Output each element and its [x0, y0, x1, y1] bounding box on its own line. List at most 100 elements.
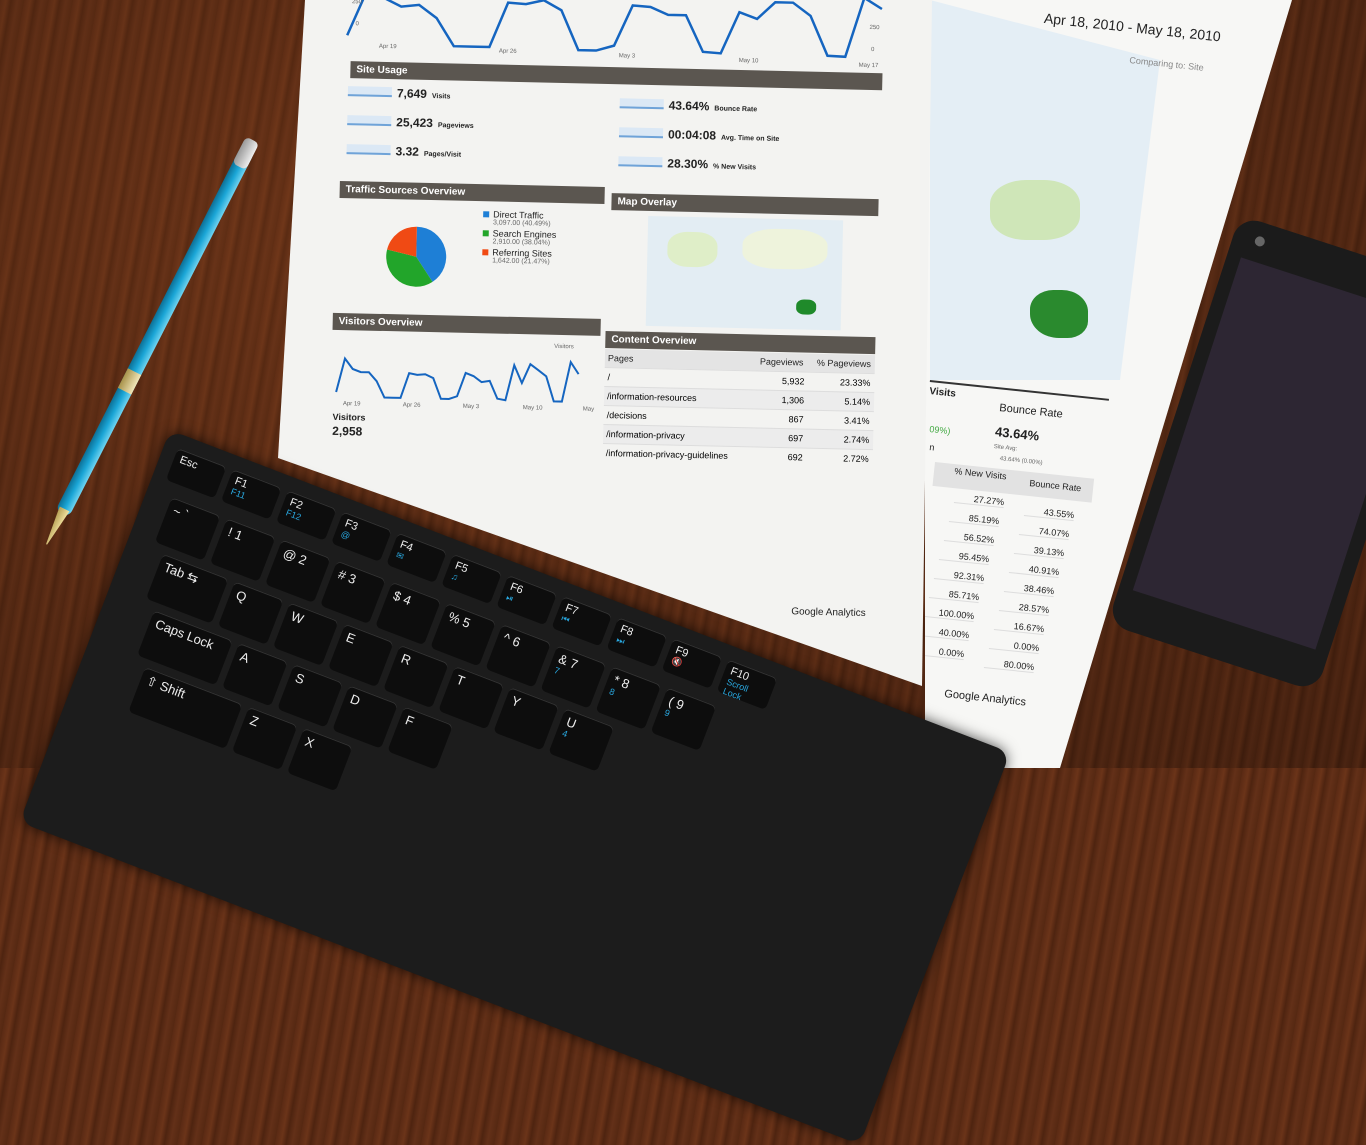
bounce-rate-cell: 38.46%: [1003, 581, 1055, 598]
new-visits-cell: 85.71%: [928, 587, 980, 604]
key-f1[interactable]: F1 F11: [220, 469, 282, 520]
australia-region: [1030, 290, 1088, 338]
key--4[interactable]: $ 4: [375, 581, 441, 646]
top-chart-line: [346, 0, 883, 59]
pageviews: 1,306: [781, 395, 805, 406]
x-tick: May 10: [738, 57, 759, 65]
metric-label: Avg. Time on Site: [720, 134, 780, 143]
legend-swatch: [482, 230, 489, 237]
y-tick: 250: [869, 24, 880, 32]
key-r[interactable]: R: [383, 644, 449, 709]
new-visits-cell: 27.27%: [953, 492, 1005, 509]
key-label: R: [399, 650, 414, 669]
key-t[interactable]: T: [438, 665, 504, 730]
key-z[interactable]: Z: [231, 706, 298, 771]
visits-change: 09%): [928, 424, 951, 437]
key-f7[interactable]: F7 ⏮: [551, 596, 613, 647]
x-tick: May: [582, 406, 595, 413]
site-usage-metric: 00:04:08 Avg. Time on Site: [618, 126, 780, 144]
key--[interactable]: ~ `: [154, 497, 221, 561]
bounce-rate-cell: 40.91%: [1008, 562, 1060, 579]
chart-legend: Visitors: [554, 343, 574, 351]
x-tick: May 3: [462, 403, 480, 411]
key-f4[interactable]: F4 ✉: [386, 532, 447, 584]
key-f[interactable]: F: [387, 706, 454, 770]
visitors-total: 2,958: [332, 423, 363, 439]
key-f3[interactable]: F3 @: [331, 511, 392, 562]
key-s[interactable]: S: [277, 664, 343, 728]
pageviews: 5,932: [781, 376, 805, 387]
page-path[interactable]: /information-privacy-guidelines: [605, 448, 728, 461]
key--3[interactable]: # 3: [320, 560, 386, 625]
key-label: Esc: [177, 453, 200, 472]
pageviews: 867: [788, 414, 804, 425]
x-tick: Apr 26: [498, 48, 517, 55]
key-f8[interactable]: F8 ⏭: [606, 617, 668, 668]
metric-label: Bounce Rate: [714, 105, 758, 114]
x-tick: May 3: [618, 53, 636, 60]
key-label: $ 4: [391, 587, 414, 609]
site-usage-metric: 7,649 Visits: [347, 85, 451, 101]
key-f6[interactable]: F6 ⏯: [496, 574, 558, 626]
page-path[interactable]: /information-privacy: [606, 429, 685, 441]
visitors-line: [335, 356, 580, 403]
world-map: [645, 215, 844, 331]
key-esc[interactable]: Esc: [165, 448, 227, 499]
key-f5[interactable]: F5 ♫: [441, 553, 503, 605]
key-x[interactable]: X: [286, 727, 353, 792]
site-avg-label: Site Avg:: [993, 444, 1018, 453]
key-f9[interactable]: F9 🔇: [661, 638, 723, 689]
key--5[interactable]: % 5: [430, 602, 497, 667]
content-table: Pages Pageviews % Pageviews / 5,932 23.33%…: [602, 349, 876, 490]
key-e[interactable]: E: [328, 623, 394, 688]
pageviews: 692: [787, 452, 803, 463]
site-avg-value: 43.64% (0.00%): [999, 456, 1043, 467]
key-label: @ 2: [281, 545, 309, 568]
key-y[interactable]: Y: [493, 687, 560, 751]
bounce-rate-cell: 28.57%: [998, 600, 1050, 617]
traffic-pie-chart: [386, 226, 447, 287]
col-pages: Pages: [607, 353, 634, 364]
site-usage-metric: 25,423 Pageviews: [347, 114, 474, 131]
key-w[interactable]: W: [272, 602, 339, 666]
visitors-total-label: Visitors: [332, 411, 366, 423]
key-label: T: [454, 671, 467, 689]
site-usage-header: Site Usage: [350, 61, 883, 91]
key-label: # 3: [336, 566, 359, 587]
key--2[interactable]: @ 2: [265, 539, 331, 603]
col-pct-pageviews: % Pageviews: [816, 357, 872, 370]
bounce-rate-cell: 16.67%: [993, 619, 1045, 636]
new-visits-cell: 40.00%: [925, 625, 970, 642]
key-q[interactable]: Q: [217, 581, 284, 645]
key--1[interactable]: ! 1: [209, 518, 276, 582]
legend-detail: 1,642.00 (21.47%): [492, 257, 550, 266]
legend-swatch: [483, 211, 490, 218]
new-visits-cell: 92.31%: [933, 568, 985, 585]
metric-label: Visits: [431, 93, 451, 101]
key-label: Tab ⇆: [161, 559, 201, 587]
ga-footer: Google Analytics: [943, 688, 1027, 709]
key-f10[interactable]: F10 Scroll Lock: [716, 659, 778, 710]
north-america-region: [667, 231, 718, 268]
key-label: E: [344, 629, 358, 647]
key--6[interactable]: ^ 6: [485, 624, 552, 688]
new-visits-cell: 100.00%: [925, 606, 975, 623]
key-d[interactable]: D: [332, 685, 398, 749]
y-tick: 0: [870, 46, 875, 54]
asia-region: [990, 180, 1080, 240]
page-path[interactable]: /: [607, 372, 611, 383]
page-path[interactable]: /decisions: [606, 410, 647, 421]
bounce-rate-cell: 74.07%: [1018, 524, 1070, 541]
key-a[interactable]: A: [222, 642, 288, 707]
bounce-value: 43.64%: [994, 424, 1040, 444]
key-f2[interactable]: F2 F12: [276, 490, 337, 541]
x-tick: May 10: [522, 405, 543, 412]
key-label: W: [288, 608, 306, 627]
page-path[interactable]: /information-resources: [606, 391, 697, 404]
new-visits-cell: 56.52%: [943, 530, 995, 547]
traffic-sources-header: Traffic Sources Overview: [339, 180, 605, 204]
